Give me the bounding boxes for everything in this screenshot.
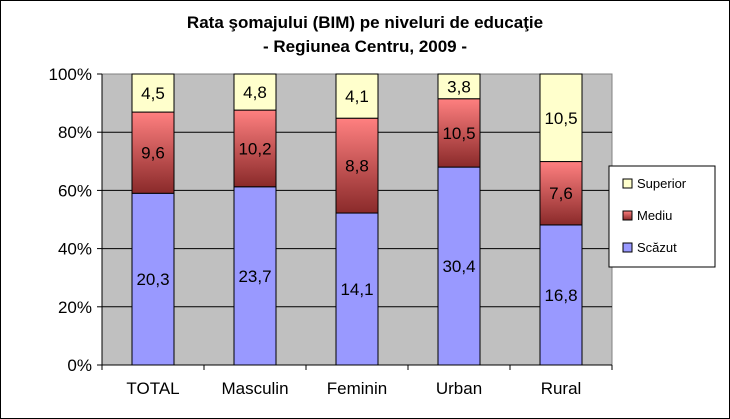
- bar-segment-sc-zut-feminin: [335, 212, 379, 366]
- bar-segment-mediu-rural: [539, 161, 583, 226]
- data-label: 16,8: [544, 286, 577, 305]
- legend-label: Mediu: [637, 208, 672, 223]
- bar-segment-sc-zut-urban: [437, 166, 481, 366]
- bar-segment-superior-urban: [437, 73, 481, 100]
- x-tick-label: Feminin: [327, 379, 387, 398]
- data-label: 10,5: [442, 124, 475, 143]
- data-label: 4,8: [243, 83, 267, 102]
- legend-swatch: [622, 178, 633, 189]
- legend-label: Scăzut: [637, 240, 677, 255]
- bar-segment-superior-feminin: [335, 73, 379, 119]
- data-label: 8,8: [345, 157, 369, 176]
- x-tick-label: Rural: [541, 379, 582, 398]
- y-tick-label: 20%: [58, 298, 92, 317]
- bar-segment-mediu-urban: [437, 98, 481, 168]
- bar-segment-superior-rural: [539, 73, 583, 163]
- data-label: 7,6: [549, 184, 573, 203]
- bar-segment-sc-zut-rural: [539, 224, 583, 366]
- data-label: 10,2: [238, 139, 271, 158]
- data-label: 3,8: [447, 77, 471, 96]
- y-tick-label: 60%: [58, 181, 92, 200]
- data-label: 4,5: [141, 84, 165, 103]
- data-label: 10,5: [544, 109, 577, 128]
- bar-segment-mediu-total: [131, 111, 175, 194]
- x-tick-label: TOTAL: [126, 379, 179, 398]
- bar-segment-superior-masculin: [233, 73, 277, 111]
- data-label: 4,1: [345, 87, 369, 106]
- y-tick-label: 100%: [49, 65, 92, 84]
- bar-segment-superior-total: [131, 73, 175, 113]
- bar-segment-sc-zut-masculin: [233, 186, 277, 366]
- chart-title-line-1: Rata şomajului (BIM) pe niveluri de educ…: [186, 13, 544, 32]
- y-tick-label: 80%: [58, 123, 92, 142]
- y-tick-label: 40%: [58, 240, 92, 259]
- data-label: 23,7: [238, 267, 271, 286]
- legend-swatch: [622, 242, 633, 253]
- legend-swatch: [622, 210, 633, 221]
- data-label: 20,3: [136, 270, 169, 289]
- data-label: 30,4: [442, 257, 475, 276]
- bar-segment-mediu-masculin: [233, 109, 277, 188]
- data-label: 14,1: [340, 280, 373, 299]
- legend-label: Superior: [637, 176, 687, 191]
- chart-title-line-2: - Regiunea Centru, 2009 -: [262, 37, 468, 56]
- data-label: 9,6: [141, 144, 165, 163]
- x-tick-label: Urban: [436, 379, 482, 398]
- x-tick-label: Masculin: [221, 379, 288, 398]
- y-tick-label: 0%: [67, 356, 92, 375]
- bar-segment-sc-zut-total: [131, 192, 175, 366]
